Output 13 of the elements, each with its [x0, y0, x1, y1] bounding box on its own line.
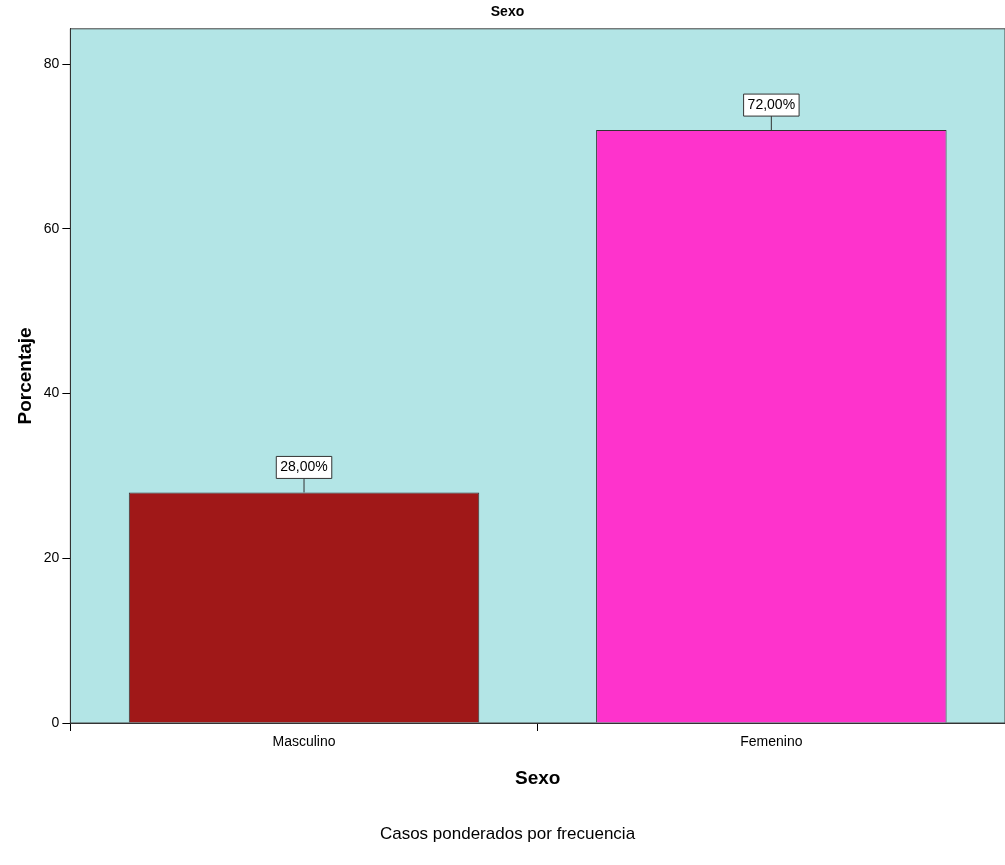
x-tick-label: Masculino — [272, 733, 336, 750]
data-label: 28,00% — [280, 458, 328, 475]
y-tick-label: 20 — [43, 549, 60, 566]
y-tick-label: 40 — [43, 384, 60, 401]
data-label: 72,00% — [747, 95, 796, 112]
text: Casos ponderados por frecuencia — [379, 824, 636, 844]
chart-title: Sexo — [490, 3, 525, 20]
y-axis-title: Porcentaje — [13, 327, 35, 425]
x-axis-title: Sexo — [514, 767, 561, 789]
y-tick-label: 60 — [43, 219, 60, 236]
y-tick-label: 0 — [51, 713, 60, 730]
y-tick-label: 80 — [43, 55, 60, 72]
x-tick-label: Femenino — [740, 733, 803, 750]
